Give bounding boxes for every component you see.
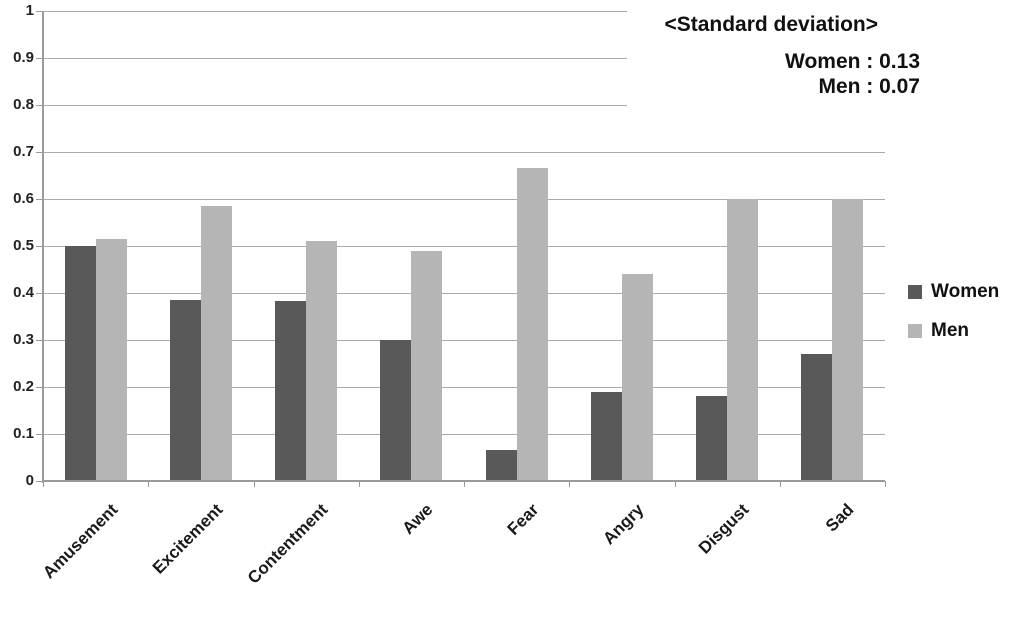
x-axis	[43, 480, 885, 482]
y-axis-label-0.3: 0.3	[13, 331, 34, 348]
y-axis-label-0.6: 0.6	[13, 190, 34, 207]
x-tick-5	[569, 481, 570, 487]
bar-men-disgust	[727, 199, 758, 480]
y-axis-label-0.5: 0.5	[13, 237, 34, 254]
y-tick-0	[36, 481, 43, 482]
y-axis-label-0.7: 0.7	[13, 143, 34, 160]
y-tick-0.4	[36, 293, 43, 294]
x-tick-4	[464, 481, 465, 487]
gridline-0.1	[43, 434, 885, 435]
bar-women-angry	[591, 392, 622, 480]
annotation-women-sd: Women : 0.13	[785, 50, 920, 73]
gridline-0.5	[43, 246, 885, 247]
x-tick-1	[148, 481, 149, 487]
bar-women-sad	[801, 354, 832, 480]
y-axis-label-0.2: 0.2	[13, 378, 34, 395]
bar-women-amusement	[65, 246, 96, 480]
annotation-title: <Standard deviation>	[664, 13, 878, 36]
legend-label-women: Women	[931, 281, 1000, 302]
legend-item-men: Men	[908, 320, 999, 342]
bar-women-fear	[486, 450, 517, 480]
x-axis-label-amusement: Amusement	[39, 500, 122, 583]
gridline-0.2	[43, 387, 885, 388]
legend-swatch-women-icon	[908, 285, 922, 299]
y-axis-label-1: 1	[25, 2, 34, 19]
gridline-0.3	[43, 340, 885, 341]
y-tick-0.2	[36, 387, 43, 388]
legend: Women Men	[908, 281, 999, 359]
y-axis-label-0.8: 0.8	[13, 96, 34, 113]
y-axis-label-0.9: 0.9	[13, 49, 34, 66]
x-tick-7	[780, 481, 781, 487]
y-tick-0.6	[36, 199, 43, 200]
bar-men-excitement	[201, 206, 232, 480]
x-tick-0	[43, 481, 44, 487]
bar-men-fear	[517, 168, 548, 480]
y-axis-label-0.4: 0.4	[13, 284, 34, 301]
y-tick-0.1	[36, 434, 43, 435]
legend-item-women: Women	[908, 281, 999, 303]
gridline-0.6	[43, 199, 885, 200]
gridline-1	[43, 11, 885, 12]
bar-women-excitement	[170, 300, 201, 480]
gridline-0.8	[43, 105, 885, 106]
x-tick-3	[359, 481, 360, 487]
annotation-men-sd: Men : 0.07	[818, 75, 920, 98]
x-tick-6	[675, 481, 676, 487]
legend-label-men: Men	[931, 320, 969, 341]
standard-deviation-annotation: <Standard deviation> Women : 0.13 Men : …	[627, 0, 1024, 116]
gridline-0.7	[43, 152, 885, 153]
bar-women-disgust	[696, 396, 727, 480]
y-axis	[42, 11, 44, 483]
x-tick-8	[885, 481, 886, 487]
bar-men-amusement	[96, 239, 127, 480]
bar-women-awe	[380, 340, 411, 480]
x-tick-2	[254, 481, 255, 487]
y-axis-label-0.1: 0.1	[13, 425, 34, 442]
bar-men-contentment	[306, 241, 337, 480]
y-tick-0.9	[36, 58, 43, 59]
gridline-0.4	[43, 293, 885, 294]
y-tick-0.8	[36, 105, 43, 106]
bar-men-awe	[411, 251, 442, 480]
y-tick-0.3	[36, 340, 43, 341]
bar-women-contentment	[275, 301, 306, 480]
y-axis-label-0: 0	[25, 472, 34, 489]
y-tick-0.7	[36, 152, 43, 153]
bar-men-sad	[832, 199, 863, 480]
y-tick-1	[36, 11, 43, 12]
gridline-0.9	[43, 58, 885, 59]
y-tick-0.5	[36, 246, 43, 247]
bar-men-angry	[622, 274, 653, 480]
legend-swatch-men-icon	[908, 324, 922, 338]
